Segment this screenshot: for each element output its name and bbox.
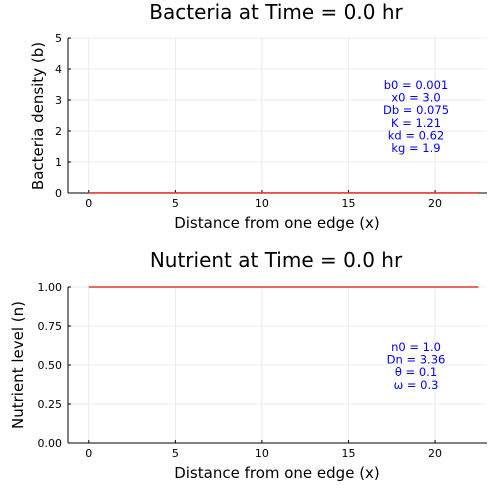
nutrient-ytick-label: 0.00 xyxy=(38,437,63,450)
bacteria-ytick-label: 0 xyxy=(55,187,62,200)
nutrient-xtick-label: 0 xyxy=(85,447,92,460)
bacteria-ticks: 0 5 10 15 20 0 1 2 3 4 5 xyxy=(55,32,442,210)
nutrient-xtick-label: 10 xyxy=(255,447,269,460)
bacteria-xtick-label: 5 xyxy=(172,197,179,210)
nutrient-xtick-label: 15 xyxy=(341,447,355,460)
bacteria-panel: Bacteria at Time = 0.0 hr 0 5 10 15 20 0 1 2 3 4 5… xyxy=(29,0,487,232)
nutrient-annotation: ω = 0.3 xyxy=(394,378,439,392)
bacteria-annotation: x0 = 3.0 xyxy=(391,91,440,105)
nutrient-ytick-label: 1.00 xyxy=(38,281,63,294)
nutrient-ytick-label: 0.25 xyxy=(38,398,63,411)
nutrient-ylabel: Nutrient level (n) xyxy=(9,301,27,429)
nutrient-annotation: n0 = 1.0 xyxy=(391,340,441,354)
nutrient-ytick-label: 0.75 xyxy=(38,320,63,333)
bacteria-ytick-label: 3 xyxy=(55,94,62,107)
bacteria-xtick-label: 15 xyxy=(341,197,355,210)
bacteria-xtick-label: 0 xyxy=(85,197,92,210)
nutrient-ticks: 0 5 10 15 20 0.00 0.25 0.50 0.75 1.00 xyxy=(38,281,443,460)
bacteria-title: Bacteria at Time = 0.0 hr xyxy=(149,0,403,24)
bacteria-ytick-label: 5 xyxy=(55,32,62,45)
bacteria-ytick-label: 4 xyxy=(55,63,62,76)
bacteria-annotation: Db = 0.075 xyxy=(383,103,449,117)
nutrient-xtick-label: 20 xyxy=(428,447,442,460)
nutrient-annotation: Dn = 3.36 xyxy=(387,353,446,367)
bacteria-ylabel: Bacteria density (b) xyxy=(29,42,47,190)
nutrient-annotations: n0 = 1.0Dn = 3.36θ = 0.1ω = 0.3 xyxy=(387,340,446,392)
bacteria-annotation: kg = 1.9 xyxy=(391,141,440,155)
nutrient-title: Nutrient at Time = 0.0 hr xyxy=(150,248,403,272)
nutrient-ytick-label: 0.50 xyxy=(38,359,63,372)
bacteria-annotation: K = 1.21 xyxy=(391,116,441,130)
nutrient-xlabel: Distance from one edge (x) xyxy=(174,464,380,482)
nutrient-panel: Nutrient at Time = 0.0 hr 0 5 10 15 20 0.00 0.… xyxy=(9,248,487,482)
bacteria-xtick-label: 20 xyxy=(428,197,442,210)
nutrient-xtick-label: 5 xyxy=(172,447,179,460)
bacteria-ytick-label: 2 xyxy=(55,125,62,138)
bacteria-annotation: b0 = 0.001 xyxy=(384,78,449,92)
bacteria-ytick-label: 1 xyxy=(55,156,62,169)
bacteria-xlabel: Distance from one edge (x) xyxy=(174,214,380,232)
bacteria-xtick-label: 10 xyxy=(255,197,269,210)
nutrient-annotation: θ = 0.1 xyxy=(395,365,437,379)
bacteria-annotation: kd = 0.62 xyxy=(388,128,445,142)
